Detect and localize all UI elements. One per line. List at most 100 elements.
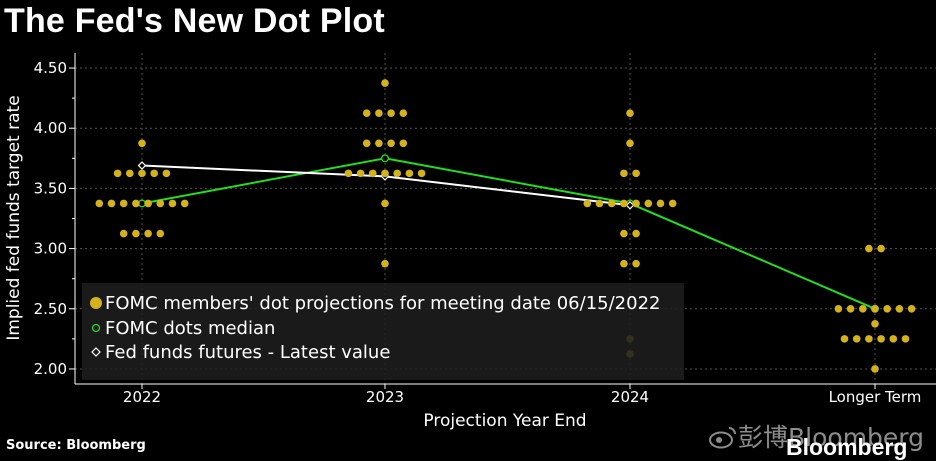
fomc-dot [150,169,158,178]
legend-futures-icon [91,347,101,357]
x-tick-label: Longer Term [829,388,922,406]
fomc-dot [632,229,640,238]
fomc-dot [620,229,628,238]
fomc-dot [387,109,395,117]
fomc-dot [656,199,665,208]
fomc-dot [393,169,402,178]
y-tick-label: 3.00 [34,240,67,258]
fomc-dot [620,169,628,178]
fomc-dot [877,335,885,343]
fomc-dot [381,259,389,268]
axes: 4.50 4.00 3.50 3.00 2.50 2.00 2022 2023 2024 Long… [34,53,936,406]
fomc-dot [375,139,383,148]
fomc-dot [119,229,128,238]
y-tick-label: 4.00 [34,119,67,137]
fomc-dot [113,169,122,178]
fomc-dot [632,169,640,178]
legend-dot-icon [90,297,102,309]
fomc-dot [95,199,104,208]
legend-box [82,283,684,380]
fomc-dot [865,335,873,343]
median-point [381,154,389,163]
watermark-cn-text: 彭博Bloomberg [738,423,924,452]
futures-point [625,200,635,210]
fomc-dot [895,304,904,313]
x-tick-label: 2022 [123,388,161,406]
fomc-dot [381,169,389,178]
fomc-dot [387,139,395,148]
fomc-dot [907,304,916,313]
fomc-dot [180,199,189,208]
fomc-dot [632,199,640,208]
dot-projections [95,79,916,373]
fomc-dot [107,199,116,208]
fomc-dot [399,139,408,148]
fomc-dot [399,109,408,117]
fomc-dot [417,169,426,178]
fomc-dot [156,229,165,238]
fomc-dot [871,320,879,328]
y-tick-label: 2.50 [34,300,67,318]
fomc-dot [356,169,365,178]
y-tick-label: 2.00 [34,360,67,378]
x-tick-label: 2024 [611,388,649,406]
fomc-dot [626,109,634,117]
fomc-dot [119,199,128,208]
fomc-dot [620,199,628,208]
fomc-dot [865,244,873,253]
fomc-dot [626,139,634,148]
fomc-dot [162,169,171,178]
fomc-dot [620,259,628,268]
fomc-dot [834,304,843,313]
weibo-icon [709,427,736,449]
fomc-dot [132,229,140,238]
legend: FOMC members' dot projections for meetin… [82,283,684,380]
watermark-bloomberg: Bloomberg [786,434,908,460]
fomc-dot [381,199,389,208]
fomc-dot [405,169,414,178]
fomc-dot [871,304,879,313]
fomc-dot [901,335,910,343]
fomc-dot [583,199,592,208]
fomc-dot [632,259,640,268]
fomc-dot [846,304,855,313]
y-tick-label: 4.50 [34,59,67,77]
fomc-dot [138,169,146,178]
legend-entry: FOMC members' dot projections for meetin… [105,293,660,314]
fomc-dot [607,199,616,208]
fomc-dot [138,139,146,148]
fomc-dot [889,335,898,343]
x-axis-label: Projection Year End [423,411,586,431]
fomc-dot [852,335,861,343]
watermark-weibo: 彭博Bloomberg [708,418,924,454]
median-line [141,157,876,310]
fomc-dot [344,169,353,178]
fomc-dot [871,365,879,373]
futures-point [137,161,147,170]
legend-entry: FOMC dots median [105,318,275,339]
y-tick-label: 3.50 [34,179,67,197]
fomc-dot [369,169,377,178]
fomc-dot [883,304,891,313]
fomc-dot [668,199,677,208]
fomc-dot [595,199,604,208]
fomc-dot [362,139,371,148]
source-note: Source: Bloomberg [6,438,146,453]
y-axis-label: Implied fed funds target rate [4,95,24,340]
x-tick-label: 2023 [366,388,404,406]
fomc-dot [144,229,152,238]
fomc-dot [644,199,653,208]
fomc-dot [168,199,177,208]
legend-median-icon [91,323,101,333]
fomc-dot [132,199,140,208]
legend-entry: Fed funds futures - Latest value [105,342,390,363]
chart-title: The Fed's New Dot Plot [4,2,385,40]
fomc-dot [381,79,389,87]
fomc-dot [840,335,849,343]
fomc-dot [156,199,165,208]
fomc-dot [362,109,371,117]
fomc-dot [126,169,134,178]
fomc-dot [375,109,383,117]
fomc-dot [144,199,152,208]
